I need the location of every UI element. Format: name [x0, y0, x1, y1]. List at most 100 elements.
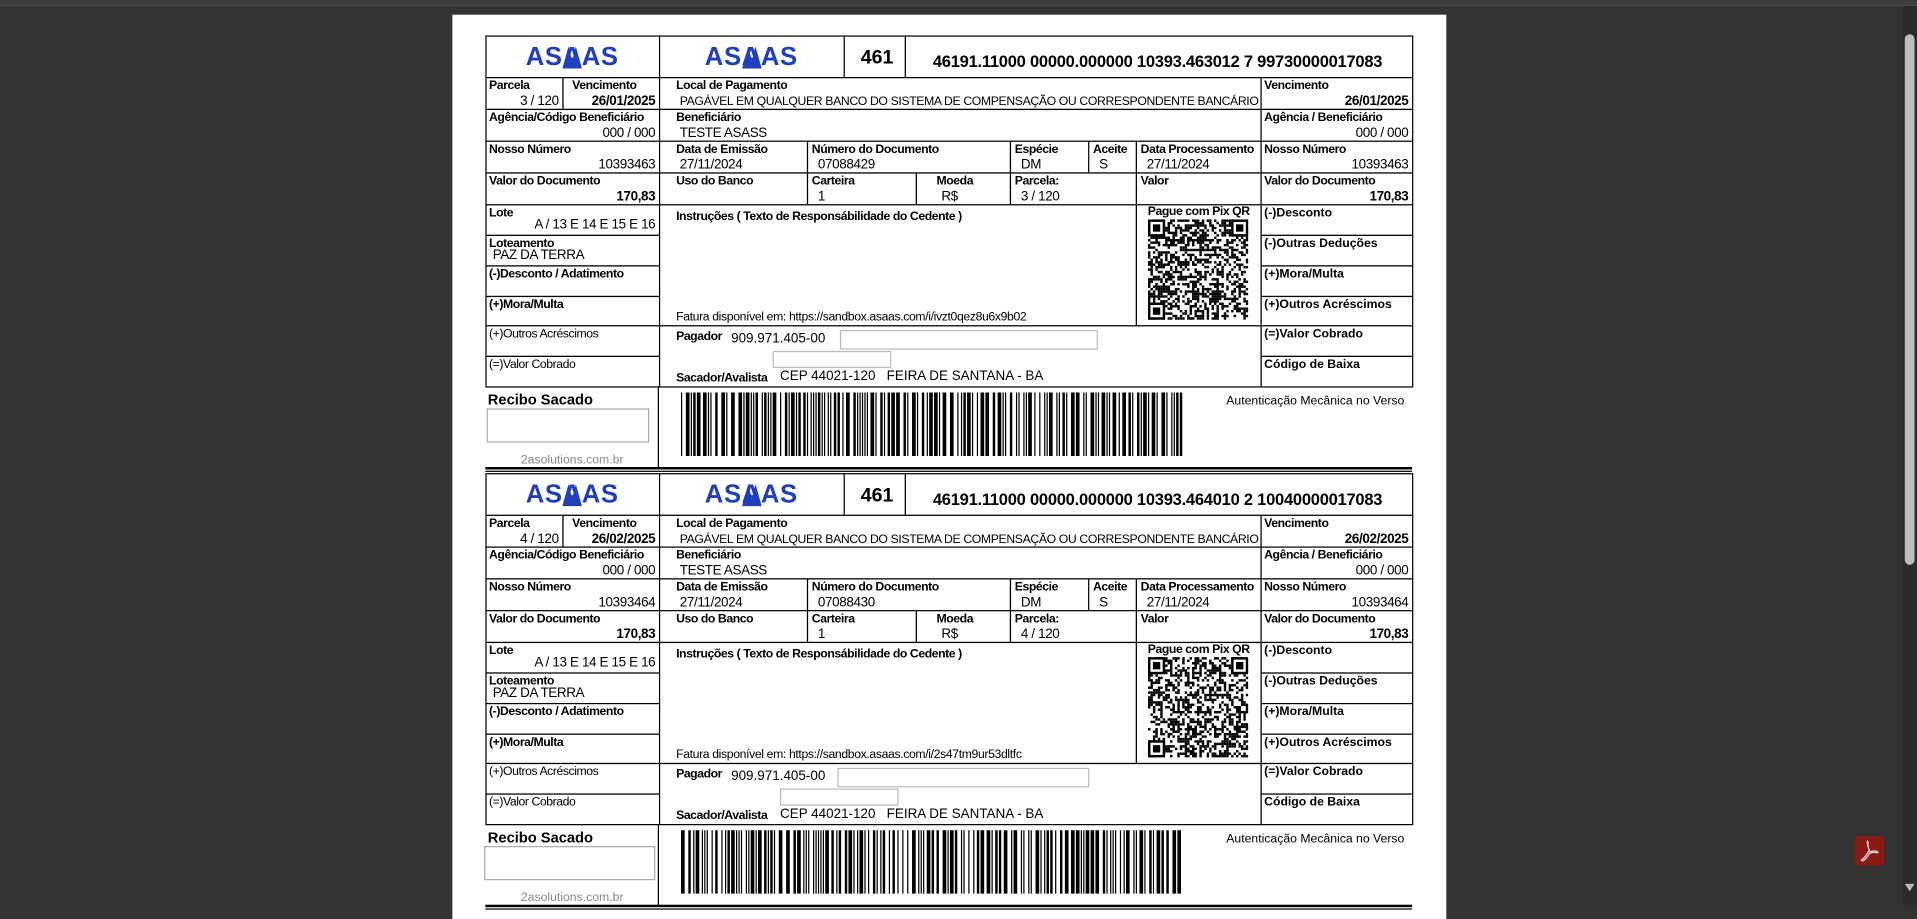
- field-value: 3 / 120: [1020, 189, 1060, 205]
- field-nosso-numero: Nosso Número 10393464: [1260, 578, 1414, 612]
- field-label: (+)Outros Acréscimos: [1264, 298, 1392, 312]
- scrollbar-thumb[interactable]: [1904, 34, 1915, 565]
- field-outros-acrescimos: (+)Outros Acréscimos: [1260, 733, 1414, 765]
- logo-cell: [485, 35, 661, 79]
- field-label: Parcela: [489, 79, 530, 93]
- field-label: (+)Mora/Multa: [489, 298, 564, 312]
- field-nosso-numero: Nosso Número 10393463: [485, 140, 661, 174]
- field-loteamento: Loteamento PAZ DA TERRA: [485, 672, 661, 705]
- digitable-line-cell: [904, 473, 1414, 516]
- field-codigo-baixa: Código de Baixa: [1260, 793, 1414, 826]
- asaas-wing-icon: [739, 477, 763, 509]
- pagador-document: 909.971.405-00: [731, 769, 826, 784]
- field-label: (-)Desconto / Adatimento: [489, 705, 624, 719]
- bank-code-cell: [843, 473, 906, 516]
- field-local-pagamento: Local de Pagamento PAGÁVEL EM QUALQUER BA…: [658, 514, 1262, 548]
- field-carteira: Carteira 1: [806, 610, 917, 644]
- pagador-label: Pagador: [676, 767, 723, 782]
- field-label: Vencimento: [1264, 517, 1329, 531]
- pagador-label: Pagador: [676, 330, 723, 344]
- field-label: Nosso Número: [1264, 143, 1346, 157]
- field-nosso-numero: Nosso Número 10393464: [485, 578, 661, 612]
- invoice-link[interactable]: Fatura disponível em: https://sandbox.as…: [676, 748, 1022, 762]
- field-value: 27/11/2024: [1146, 595, 1210, 611]
- field-label: (-)Desconto: [1264, 206, 1333, 221]
- field-vencimento: Vencimento 26/01/2025: [562, 77, 661, 111]
- field-vencimento: Vencimento 26/01/2025: [1260, 77, 1414, 111]
- field-beneficiario: Beneficiário TESTE ASASS: [658, 546, 1262, 580]
- field-label: Parcela: [489, 517, 530, 531]
- field-valor-documento: Valor do Documento 170,83: [1260, 172, 1414, 206]
- field-especie: Espécie DM: [1009, 578, 1090, 612]
- field-moeda: Moeda R$: [915, 172, 1012, 206]
- field-label: Espécie: [1014, 143, 1059, 157]
- footer-site: 2asolutions.com.br: [520, 453, 624, 468]
- field-label: Valor do Documento: [1264, 612, 1376, 626]
- sacador-label: Sacador/Avalista: [676, 371, 768, 386]
- field-loteamento: Loteamento PAZ DA TERRA: [485, 234, 661, 267]
- scroll-down-arrow-icon[interactable]: [1904, 883, 1915, 892]
- invoice-link[interactable]: Fatura disponível em: https://sandbox.as…: [676, 310, 1027, 324]
- field-lote: Lote A / 13 E 14 E 15 E 16: [485, 204, 661, 236]
- field-value: 4 / 120: [520, 531, 559, 547]
- field-outros-acrescimos: (+)Outros Acréscimos: [485, 762, 661, 795]
- field-label: (+)Mora/Multa: [1264, 705, 1344, 719]
- field-mora-multa: (+)Mora/Multa: [485, 733, 661, 765]
- pagador-address-box: [772, 350, 892, 368]
- field-value: TESTE ASASS: [679, 125, 768, 141]
- field-label: Valor: [1140, 612, 1169, 626]
- digitable-line: 46191.11000 00000.000000 10393.463012 7 …: [932, 52, 1383, 71]
- field-valor-documento: Valor do Documento 170,83: [1260, 610, 1414, 644]
- field-value: 000 / 000: [602, 125, 656, 141]
- field-value: 000 / 000: [1355, 563, 1409, 579]
- recibo-box: [486, 408, 650, 443]
- footer-site: 2asolutions.com.br: [520, 891, 624, 905]
- field-value: 170,83: [1369, 189, 1409, 205]
- bank-code: 461: [860, 47, 894, 69]
- field-lote: Lote A / 13 E 14 E 15 E 16: [485, 641, 661, 674]
- field-label: Uso do Banco: [676, 174, 754, 189]
- cut-line: [485, 908, 1413, 910]
- field-label: Vencimento: [572, 79, 637, 93]
- field-value: PAGÁVEL EM QUALQUER BANCO DO SISTEMA DE …: [679, 95, 1259, 109]
- asaas-wing-icon: [560, 39, 584, 71]
- field-label: Lote: [489, 644, 514, 658]
- field-label: (+)Mora/Multa: [489, 735, 564, 750]
- field-value: 000 / 000: [1355, 125, 1409, 141]
- recibo-sacado-cell: Recibo Sacado 2asolutions.com.br: [484, 824, 659, 906]
- field-value: S: [1099, 595, 1108, 611]
- field-valor-documento: Valor do Documento 170,83: [485, 172, 661, 206]
- vertical-scrollbar[interactable]: [1902, 6, 1917, 905]
- field-label: Aceite: [1092, 580, 1128, 595]
- field-label: Carteira: [811, 612, 855, 626]
- pix-qr-code: [1148, 657, 1249, 758]
- pagador-name-box: [837, 767, 1090, 788]
- field-value: 26/02/2025: [591, 531, 656, 547]
- cut-line: [485, 470, 1413, 472]
- field-label: Loteamento: [489, 237, 555, 251]
- sacador-label: Sacador/Avalista: [676, 809, 768, 823]
- field-value: R$: [941, 627, 958, 642]
- field-label: Data de Emissão: [676, 580, 768, 595]
- field-label: (=)Valor Cobrado: [1264, 765, 1364, 779]
- field-value: PAZ DA TERRA: [492, 248, 585, 263]
- field-valor: Valor: [1135, 172, 1262, 206]
- pagador-document: 909.971.405-00: [731, 331, 826, 346]
- field-label: Agência / Beneficiário: [1264, 548, 1383, 563]
- asaas-wing-icon: [560, 477, 584, 509]
- recibo-sacado-cell: Recibo Sacado 2asolutions.com.br: [485, 386, 659, 469]
- pix-label: Pague com Pix QR: [1147, 643, 1250, 657]
- field-label: (+)Outros Acréscimos: [489, 327, 599, 342]
- field-label: Data Processamento: [1140, 143, 1255, 157]
- field-numero-documento: Número do Documento 07088429: [806, 140, 1012, 174]
- acrobat-pdf-icon[interactable]: [1854, 836, 1884, 866]
- field-desconto-abatimento: (-)Desconto / Adatimento: [485, 702, 661, 735]
- field-value: 27/11/2024: [679, 595, 743, 611]
- field-vencimento: Vencimento 26/02/2025: [562, 514, 661, 548]
- field-data-emissao: Data de Emissão 27/11/2024: [658, 140, 809, 174]
- field-label: Parcela:: [1014, 174, 1060, 189]
- field-label: (=)Valor Cobrado: [489, 358, 576, 372]
- field-label: Agência / Beneficiário: [1264, 111, 1383, 125]
- field-outros-acrescimos: (+)Outros Acréscimos: [485, 325, 661, 357]
